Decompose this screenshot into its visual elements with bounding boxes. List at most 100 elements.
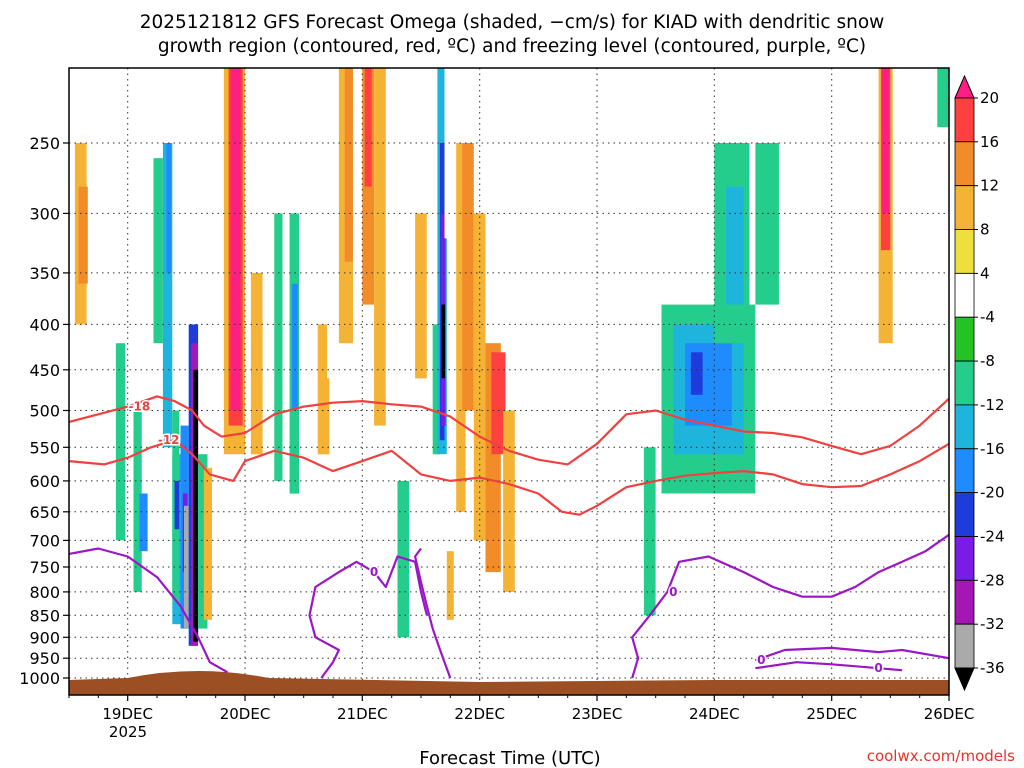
colorbar-tick-label: 20: [980, 89, 999, 107]
omega-cell: [98, 272, 107, 370]
omega-cell: [432, 324, 440, 455]
colorbar-segment: [954, 185, 975, 230]
y-tick-label: 350: [29, 264, 60, 283]
omega-cell: [203, 467, 213, 620]
dgz-contour: [68, 395, 950, 466]
omega-cell: [133, 410, 142, 592]
omega-cell: [148, 75, 161, 159]
x-tick-label: 22DEC: [454, 705, 505, 723]
contour-lines: -18 -12 0 0 0 0: [68, 395, 950, 679]
omega-cell: [831, 213, 856, 344]
x-tick-label: 20DEC: [220, 705, 271, 723]
omega-shading: [74, 68, 949, 646]
colorbar-tick-label: 12: [980, 177, 999, 195]
y-tick-label: 1000: [19, 669, 60, 688]
omega-cell: [115, 343, 126, 541]
y-tick-label: 850: [29, 606, 60, 625]
omega-cell: [364, 68, 372, 187]
colorbar-segment: [954, 141, 975, 187]
y-tick-label: 300: [29, 204, 60, 223]
freezing-level-contour: [414, 547, 452, 679]
colorbar-segment: [954, 97, 975, 143]
colorbar-segment: [954, 229, 975, 274]
omega-cell: [503, 410, 515, 592]
colorbar-bottom-arrow: [954, 667, 975, 692]
x-axis-label: Forecast Time (UTC): [419, 748, 600, 768]
omega-cell: [198, 454, 208, 629]
dgz-contour: [68, 439, 950, 516]
omega-cell: [872, 480, 885, 541]
omega-cell: [462, 143, 474, 411]
omega-cell: [291, 283, 298, 411]
freezing-level-contour: [68, 547, 228, 674]
y-tick-label: 450: [29, 361, 60, 380]
colorbar-segment: [954, 579, 975, 625]
omega-cell: [230, 68, 241, 411]
omega-cell: [78, 186, 88, 284]
colorbar-tick-label: 8: [980, 221, 990, 239]
y-tick-label: 650: [29, 503, 60, 522]
omega-cell: [755, 433, 768, 506]
dgz-contour-label: -12: [158, 433, 180, 447]
omega-cell: [174, 480, 180, 530]
y-tick-label: 600: [29, 472, 60, 491]
omega-cell: [193, 369, 199, 642]
x-tick-label: 23DEC: [572, 705, 623, 723]
omega-cell: [250, 272, 263, 455]
omega-cell: [690, 352, 703, 395]
omega-cell: [444, 68, 457, 239]
colorbar-tick-label: -24: [980, 528, 1005, 546]
omega-cell: [517, 454, 529, 512]
omega-cell: [808, 93, 832, 251]
colorbar-top-arrow: [954, 74, 975, 99]
terrain-fill: [69, 671, 949, 695]
x-tick-label: 19DEC: [102, 705, 153, 723]
omega-cell: [415, 213, 427, 379]
colorbar-segment: [954, 492, 975, 537]
omega-cell: [778, 304, 797, 395]
omega-cell: [153, 158, 163, 344]
y-tick-label: 400: [29, 315, 60, 334]
terrain-area: [69, 671, 949, 695]
omega-cell: [755, 143, 779, 305]
omega-cell: [162, 143, 173, 448]
omega-cell: [327, 158, 339, 379]
omega-cell: [303, 343, 316, 583]
colorbar-segment: [954, 404, 975, 450]
colorbar-tick-label: -28: [980, 571, 1005, 589]
omega-cell: [643, 447, 656, 616]
x-tick-label: 21DEC: [337, 705, 388, 723]
omega-cell: [446, 551, 454, 620]
colorbar-tick-label: -8: [980, 352, 995, 370]
colorbar-tick-label: -4: [980, 308, 995, 326]
dgz-contour-label: -18: [129, 400, 151, 414]
omega-cell: [274, 213, 283, 481]
omega-cell: [317, 324, 330, 455]
colorbar-tick-label: -32: [980, 615, 1005, 633]
omega-cell: [245, 213, 257, 541]
y-tick-label: 950: [29, 649, 60, 668]
y-tick-label: 550: [29, 438, 60, 457]
colorbar-tick-label: -36: [980, 659, 1005, 677]
colorbar-segment: [954, 448, 975, 493]
chart-title-line-1: 2025121812 GFS Forecast Omega (shaded, −…: [140, 12, 885, 33]
credit-text: coolwx.com/models: [867, 747, 1015, 765]
omega-cell: [212, 480, 222, 638]
plot-area: -18 -12 0 0 0 0: [68, 67, 950, 696]
x-tick-label: 25DEC: [806, 705, 857, 723]
freezing-level-contour: [755, 661, 903, 672]
y-tick-label: 800: [29, 583, 60, 602]
freezing-level-contour-label: 0: [757, 653, 765, 667]
colorbar-segment: [954, 316, 975, 362]
colorbar-segment: [954, 272, 975, 318]
colorbar-tick-label: -12: [980, 396, 1005, 414]
colorbar: 20 16 12 8 4 -4 -8 -12 -16 -20 -24 -28 -32 -36: [954, 74, 1005, 692]
colorbar-tick-label: -16: [980, 440, 1005, 458]
y-tick-label: 900: [29, 628, 60, 647]
freezing-level-contour-label: 0: [370, 565, 378, 579]
colorbar-tick-label: -20: [980, 484, 1005, 502]
omega-cell: [344, 68, 353, 262]
x-tick-label: 26DEC: [924, 705, 975, 723]
omega-cell: [896, 186, 914, 273]
